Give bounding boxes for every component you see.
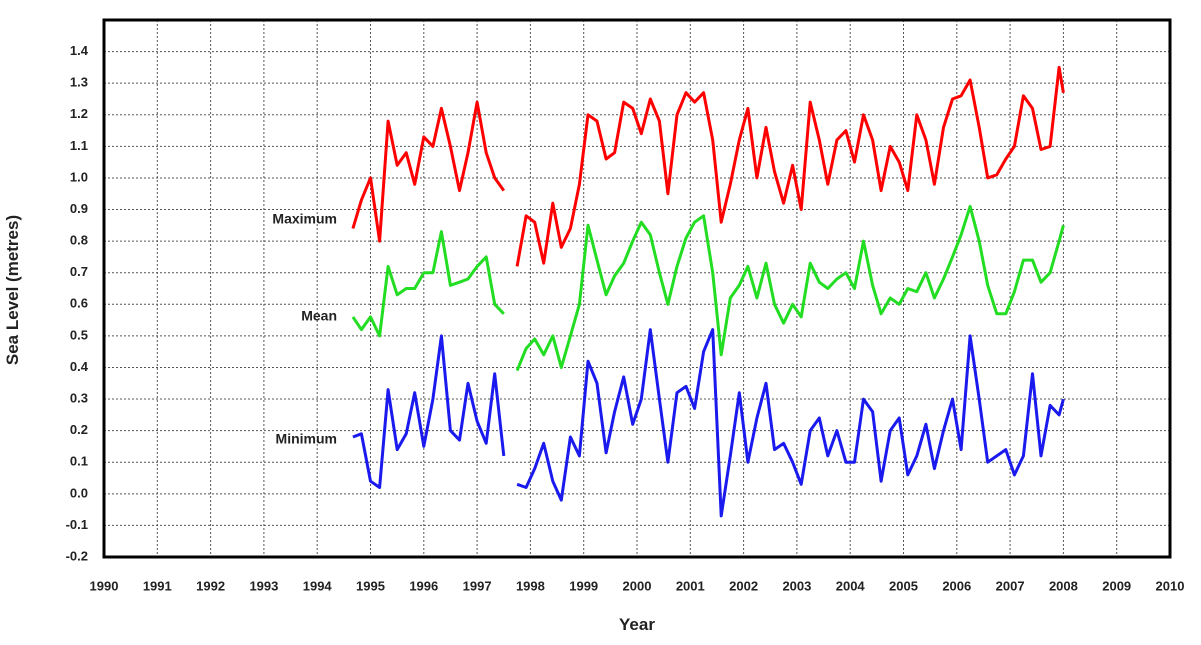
y-tick-label: 0.0: [70, 485, 88, 500]
x-tick-label: 2006: [942, 578, 971, 593]
y-tick-label: 1.3: [70, 75, 88, 90]
x-tick-label: 2007: [996, 578, 1025, 593]
y-tick-label: 0.2: [70, 422, 88, 437]
x-tick-label: 1993: [249, 578, 278, 593]
x-tick-label: 2002: [729, 578, 758, 593]
x-tick-label: 2008: [1049, 578, 1078, 593]
y-tick-label: 0.7: [70, 264, 88, 279]
y-tick-label: 0.9: [70, 201, 88, 216]
series-label: Maximum: [272, 211, 337, 227]
data-line: [351, 204, 1065, 372]
y-tick-label: 1.4: [70, 43, 89, 58]
x-axis-label: Year: [619, 615, 655, 634]
x-tick-label: 1992: [196, 578, 225, 593]
plot-frame: [102, 18, 1172, 559]
x-tick-label: 2000: [623, 578, 652, 593]
x-tick-label: 1996: [409, 578, 438, 593]
y-tick-label: 1.0: [70, 169, 88, 184]
y-tick-label: -0.1: [66, 517, 88, 532]
y-tick-label: 1.1: [70, 138, 88, 153]
y-tick-label: 0.1: [70, 454, 88, 469]
x-tick-label: 1991: [143, 578, 172, 593]
y-tick-label: 0.6: [70, 296, 88, 311]
series-label: Mean: [301, 308, 337, 324]
x-tick-label: 1995: [356, 578, 385, 593]
x-tick-label: 2001: [676, 578, 705, 593]
y-tick-label: 1.2: [70, 106, 88, 121]
x-tick-label: 2010: [1156, 578, 1185, 593]
y-tick-label: 0.3: [70, 390, 88, 405]
x-tick-label: 1994: [303, 578, 333, 593]
x-tick-label: 2005: [889, 578, 918, 593]
x-tick-label: 1999: [569, 578, 598, 593]
x-tick-label: 2004: [836, 578, 866, 593]
y-tick-label: 0.8: [70, 233, 88, 248]
data-line: [352, 328, 1065, 518]
series-label: Minimum: [276, 431, 337, 447]
y-tick-label: 0.5: [70, 327, 88, 342]
y-tick-label: 0.4: [70, 359, 89, 374]
x-tick-label: 1998: [516, 578, 545, 593]
x-tick-label: 1997: [463, 578, 492, 593]
y-tick-label: -0.2: [66, 548, 88, 563]
x-tick-label: 2003: [782, 578, 811, 593]
data-line: [351, 65, 1065, 267]
x-tick-label: 2009: [1102, 578, 1131, 593]
y-axis-label: Sea Level (metres): [3, 215, 22, 365]
x-tick-label: 1990: [90, 578, 119, 593]
